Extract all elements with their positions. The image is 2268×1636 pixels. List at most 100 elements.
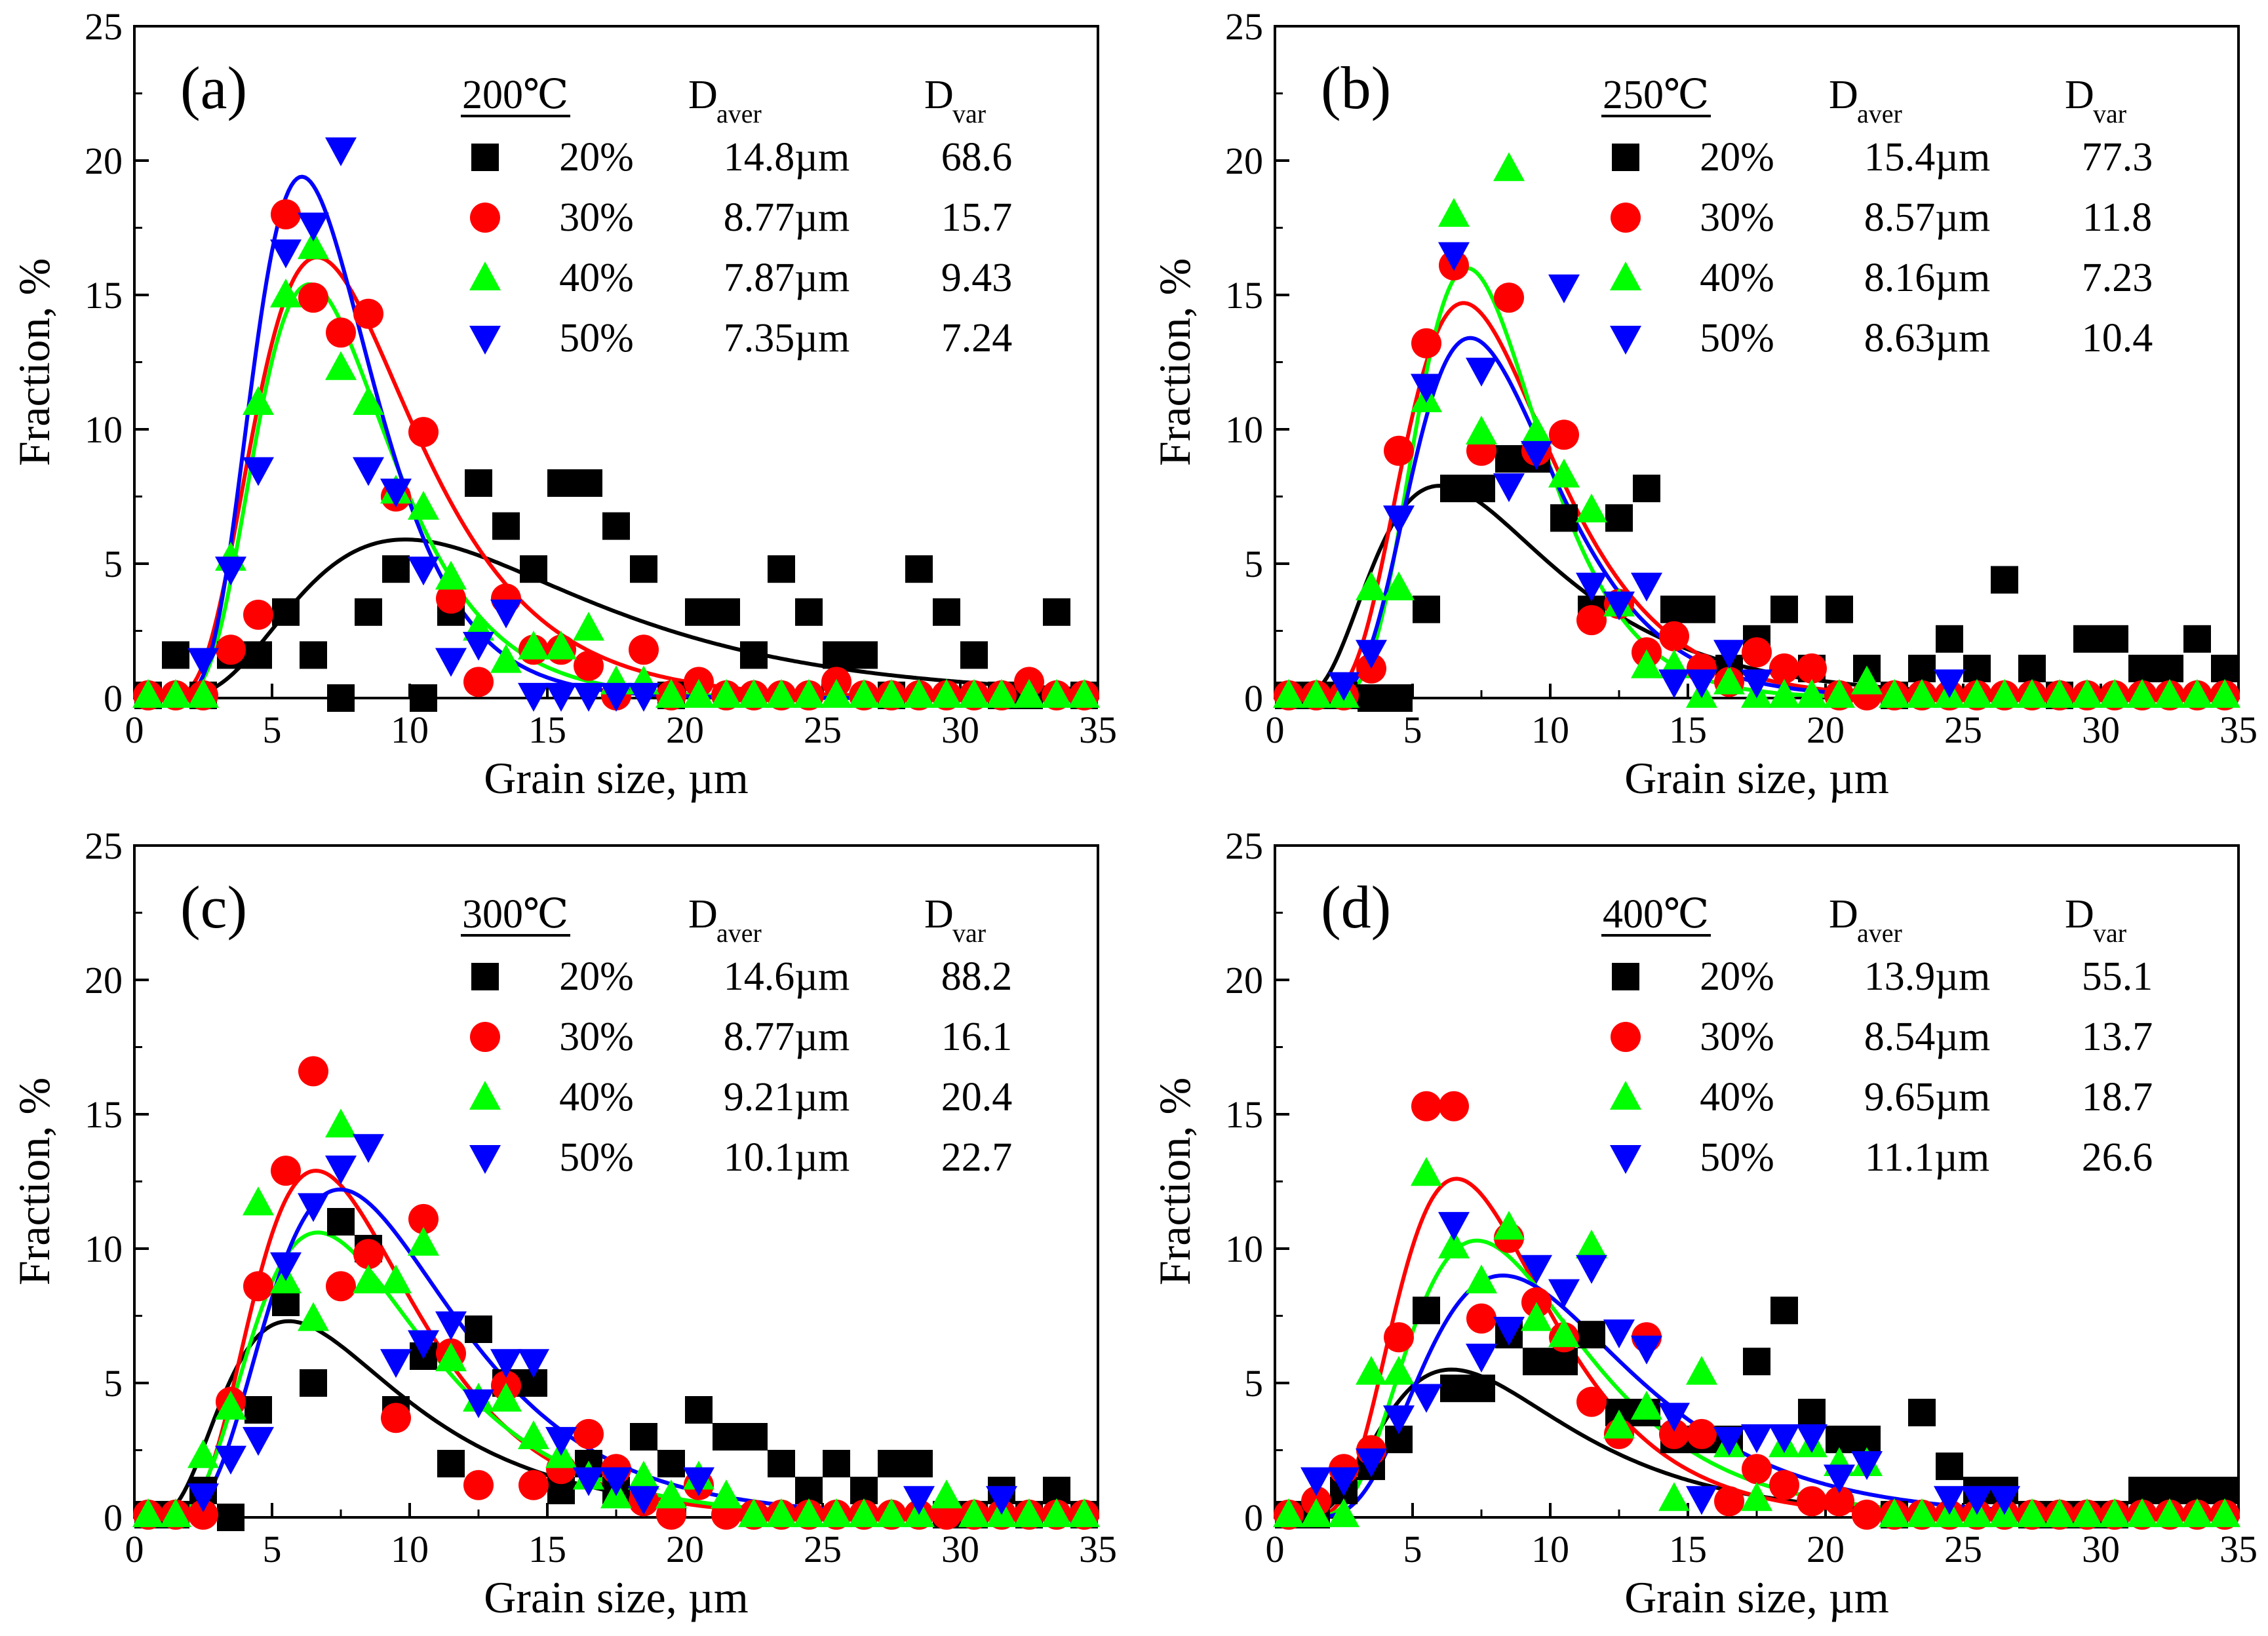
data-point <box>1631 1335 1662 1365</box>
data-point <box>1741 669 1772 699</box>
legend-header-d-var-sub: var <box>2093 918 2126 948</box>
data-point <box>960 641 988 669</box>
legend-d-aver: 14.6µm <box>724 954 850 999</box>
data-point <box>823 1450 850 1477</box>
data-point <box>187 648 219 677</box>
data-point <box>353 1134 384 1163</box>
x-tick-label: 15 <box>1669 709 1707 751</box>
data-point <box>931 678 962 708</box>
data-point <box>1908 654 1936 682</box>
data-point <box>740 1423 768 1451</box>
x-tick-label: 10 <box>1531 709 1569 751</box>
y-tick-label: 5 <box>1244 1362 1263 1405</box>
y-tick-label: 10 <box>85 1228 123 1270</box>
legend-d-var: 77.3 <box>2082 135 2153 180</box>
data-point <box>986 678 1017 708</box>
x-tick-label: 25 <box>804 1528 842 1570</box>
data-point <box>1300 1467 1332 1496</box>
data-point <box>1328 1498 1359 1527</box>
data-point <box>271 199 301 229</box>
data-point <box>2016 678 2048 708</box>
legend-temperature: 250℃ <box>1603 73 1709 117</box>
data-point <box>1631 1390 1662 1420</box>
data-point <box>1603 1319 1635 1349</box>
data-point <box>1300 1498 1332 1527</box>
x-tick-label: 20 <box>1807 1528 1845 1570</box>
data-point <box>2073 625 2101 653</box>
data-point <box>711 678 742 708</box>
legend-header-d-aver-sub: aver <box>1857 99 1902 128</box>
data-point <box>298 1193 329 1222</box>
legend-d-var: 16.1 <box>941 1015 1013 1059</box>
fit-curve-20pct <box>140 537 1099 700</box>
data-point <box>325 1156 357 1184</box>
legend-marker <box>1610 1145 1641 1174</box>
data-point <box>575 469 602 497</box>
series-40pct <box>132 230 1100 708</box>
legend-series-name: 50% <box>559 1135 634 1180</box>
y-tick-label: 10 <box>85 408 123 451</box>
legend-d-aver: 8.77µm <box>724 1015 850 1059</box>
legend-d-var: 68.6 <box>941 135 1013 180</box>
data-point <box>1466 1344 1497 1373</box>
data-point <box>463 1470 494 1500</box>
y-tick-label: 5 <box>104 543 123 585</box>
x-tick-label: 35 <box>1079 709 1117 751</box>
legend-marker <box>1611 203 1641 233</box>
x-tick-label: 35 <box>2219 709 2258 751</box>
data-point <box>490 644 522 673</box>
data-point <box>1068 678 1100 708</box>
data-point <box>1550 504 1578 532</box>
data-point <box>1549 419 1579 450</box>
data-point <box>1438 1229 1470 1258</box>
legend-marker <box>471 963 499 990</box>
legend-series-name: 30% <box>559 195 634 240</box>
x-tick-label: 15 <box>528 1528 566 1570</box>
legend-series-name: 20% <box>559 135 634 180</box>
data-point <box>1798 1399 1826 1427</box>
x-tick-label: 30 <box>2082 1528 2120 1570</box>
legend-d-var: 22.7 <box>941 1135 1013 1180</box>
legend-header-d-var: D <box>924 73 954 117</box>
data-point <box>1741 1424 1772 1453</box>
data-point <box>382 555 410 583</box>
data-point <box>1576 1229 1607 1258</box>
legend-d-aver: 8.54µm <box>1864 1015 1990 1059</box>
legend-header-d-aver-sub: aver <box>1857 918 1902 948</box>
data-point <box>1383 505 1415 535</box>
data-point <box>1493 1317 1525 1346</box>
legend-d-aver: 9.65µm <box>1864 1075 1990 1120</box>
data-point <box>545 1427 577 1456</box>
data-point <box>244 641 272 669</box>
legend-d-aver: 8.63µm <box>1864 316 1990 360</box>
x-tick-label: 30 <box>2082 709 2120 751</box>
panel-b: 0 5 10 15 20 25 30 35 0 5 10 15 20 25 Grain size, µm Fr… <box>1150 5 2258 803</box>
data-point <box>685 598 713 626</box>
data-point <box>1576 1386 1607 1417</box>
data-point <box>1851 1451 1883 1480</box>
data-point <box>738 1498 770 1527</box>
data-point <box>1989 1486 2020 1515</box>
y-tick-label: 15 <box>1225 274 1263 317</box>
data-point <box>2209 1498 2240 1527</box>
legend-d-aver: 10.1µm <box>724 1135 850 1180</box>
data-point <box>1851 665 1883 695</box>
data-point <box>325 351 357 380</box>
data-point <box>520 555 547 583</box>
data-point <box>243 457 274 486</box>
legend-marker <box>1610 326 1641 355</box>
legend-d-var: 10.4 <box>2082 316 2153 360</box>
legend-d-var: 88.2 <box>941 954 1013 999</box>
data-point <box>300 641 327 669</box>
data-point <box>1493 1211 1525 1240</box>
data-point <box>435 1342 467 1372</box>
x-tick-label: 0 <box>1266 1528 1285 1570</box>
data-point <box>270 1252 302 1281</box>
data-point <box>216 634 246 665</box>
data-point <box>1576 605 1607 636</box>
data-point <box>1041 1498 1072 1527</box>
data-point <box>1688 595 1715 623</box>
data-point <box>243 1186 274 1216</box>
data-point <box>490 1382 522 1412</box>
legend-d-aver: 9.21µm <box>724 1075 850 1120</box>
